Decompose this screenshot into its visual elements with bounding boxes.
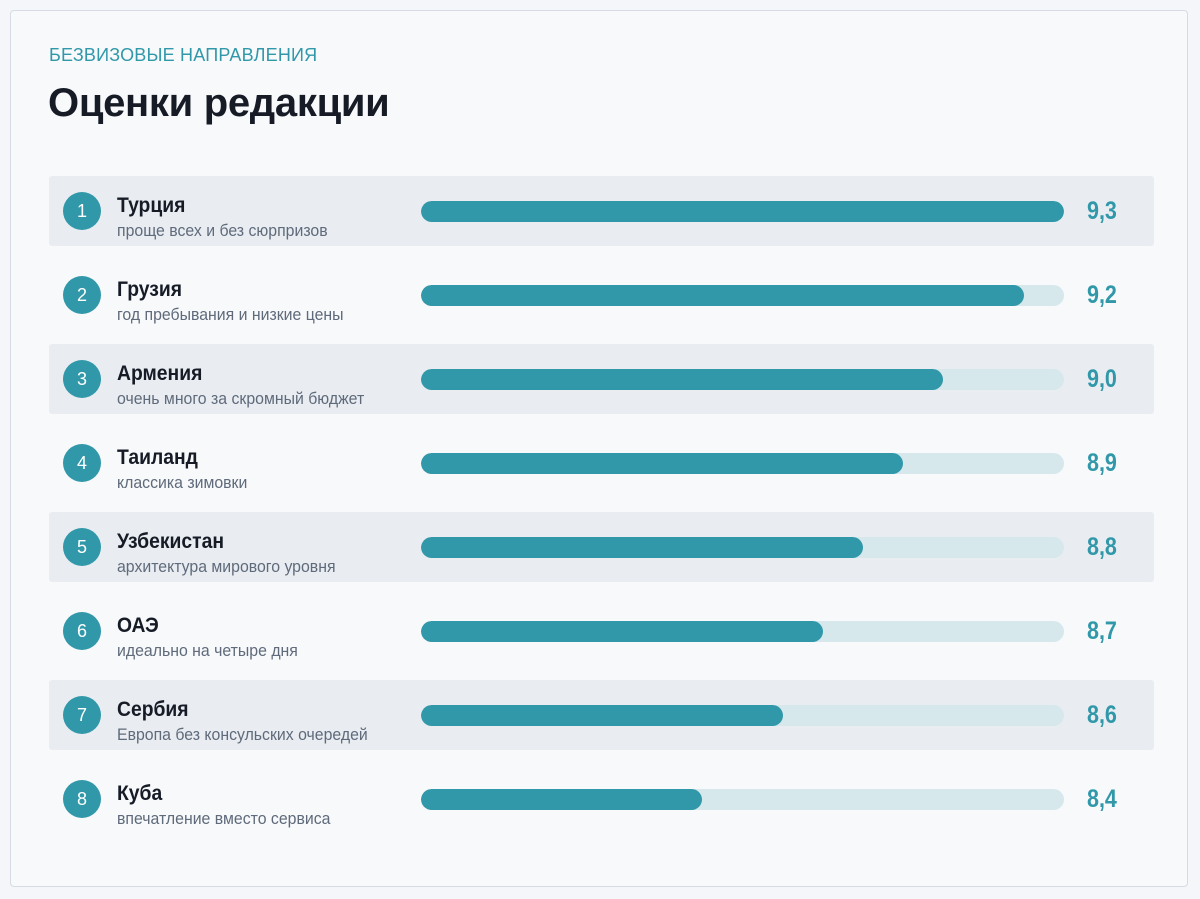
country-name: Грузия [117,278,183,301]
bar [421,621,823,642]
table-row: 1 Турция проще всех и без сюрпризов 9,3 [49,176,1154,246]
data-label: 9,0 [1087,365,1117,393]
ratings-chart: 1 Турция проще всех и без сюрпризов 9,3 2 Гру… [49,176,1154,848]
bar-track [421,201,1064,222]
bar-track [421,621,1064,642]
data-label: 8,9 [1087,449,1117,477]
rank-badge: 7 [63,696,101,734]
data-label: 9,3 [1087,197,1117,225]
country-name: Куба [117,782,163,805]
table-row: 7 Сербия Европа без консульских очередей 8,… [49,680,1154,750]
bar [421,201,1064,222]
table-row: 4 Таиланд классика зимовки 8,9 [49,428,1154,498]
bar [421,705,783,726]
country-name: Турция [117,194,186,217]
country-name: ОАЭ [117,614,159,637]
rank-badge: 1 [63,192,101,230]
bar-track [421,285,1064,306]
bar [421,285,1024,306]
bar-track [421,789,1064,810]
bar [421,789,703,810]
bar [421,369,944,390]
table-row: 2 Грузия год пребывания и низкие цены 9,2 [49,260,1154,330]
country-note: очень много за скромный бюджет [117,390,365,408]
bar [421,537,864,558]
table-row: 3 Армения очень много за скромный бюджет 9,… [49,344,1154,414]
bar-track [421,705,1064,726]
table-row: 6 ОАЭ идеально на четыре дня 8,7 [49,596,1154,666]
bar-track [421,453,1064,474]
country-note: Европа без консульских очередей [117,726,368,744]
rank-badge: 8 [63,780,101,818]
rank-badge: 5 [63,528,101,566]
country-note: архитектура мирового уровня [117,558,336,576]
ratings-card: БЕЗВИЗОВЫЕ НАПРАВЛЕНИЯ Оценки редакции 1… [10,10,1188,887]
rank-badge: 2 [63,276,101,314]
bar-track [421,369,1064,390]
country-note: идеально на четыре дня [117,642,298,660]
kicker: БЕЗВИЗОВЫЕ НАПРАВЛЕНИЯ [49,45,318,65]
country-name: Сербия [117,698,189,721]
data-label: 9,2 [1087,281,1117,309]
rank-badge: 4 [63,444,101,482]
table-row: 8 Куба впечатление вместо сервиса 8,4 [49,764,1154,834]
country-note: проще всех и без сюрпризов [117,222,328,240]
table-row: 5 Узбекистан архитектура мирового уровня 8,… [49,512,1154,582]
bar [421,453,904,474]
data-label: 8,8 [1087,533,1117,561]
country-name: Таиланд [117,446,198,469]
country-note: классика зимовки [117,474,248,492]
rank-badge: 6 [63,612,101,650]
rank-badge: 3 [63,360,101,398]
page-title: Оценки редакции [48,81,390,125]
bar-track [421,537,1064,558]
data-label: 8,4 [1087,785,1117,813]
country-note: впечатление вместо сервиса [117,810,331,828]
data-label: 8,7 [1087,617,1117,645]
country-name: Армения [117,362,203,385]
country-note: год пребывания и низкие цены [117,306,344,324]
data-label: 8,6 [1087,701,1117,729]
country-name: Узбекистан [117,530,225,553]
